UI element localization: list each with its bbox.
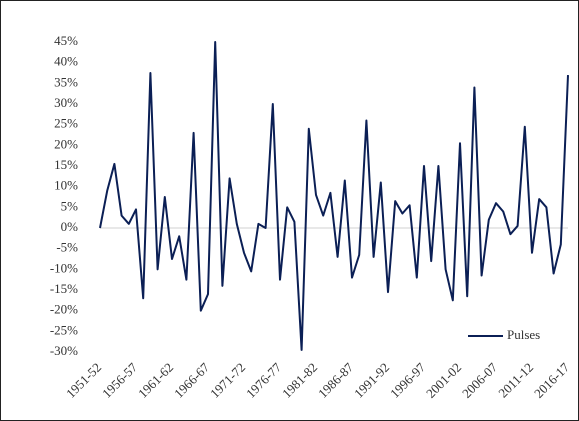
y-tick-label: -5%: [56, 240, 78, 255]
y-tick-label: 30%: [54, 95, 78, 110]
y-tick-label: -30%: [50, 343, 78, 358]
y-tick-label: -25%: [50, 322, 78, 337]
y-tick-label: 20%: [54, 136, 78, 151]
y-tick-label: 25%: [54, 116, 78, 131]
y-tick-label: 5%: [61, 198, 79, 213]
y-tick-label: 40%: [54, 54, 78, 69]
y-tick-label: -10%: [50, 260, 78, 275]
data-line: [99, 41, 569, 351]
y-tick-label: 45%: [54, 33, 78, 48]
y-tick-label: -20%: [50, 302, 78, 317]
y-tick-label: 35%: [54, 74, 78, 89]
y-tick-label: 0%: [61, 219, 79, 234]
y-tick-label: 10%: [54, 178, 78, 193]
y-tick-label: -15%: [50, 281, 78, 296]
legend-label: Pulses: [507, 327, 540, 342]
y-tick-label: 15%: [54, 157, 78, 172]
